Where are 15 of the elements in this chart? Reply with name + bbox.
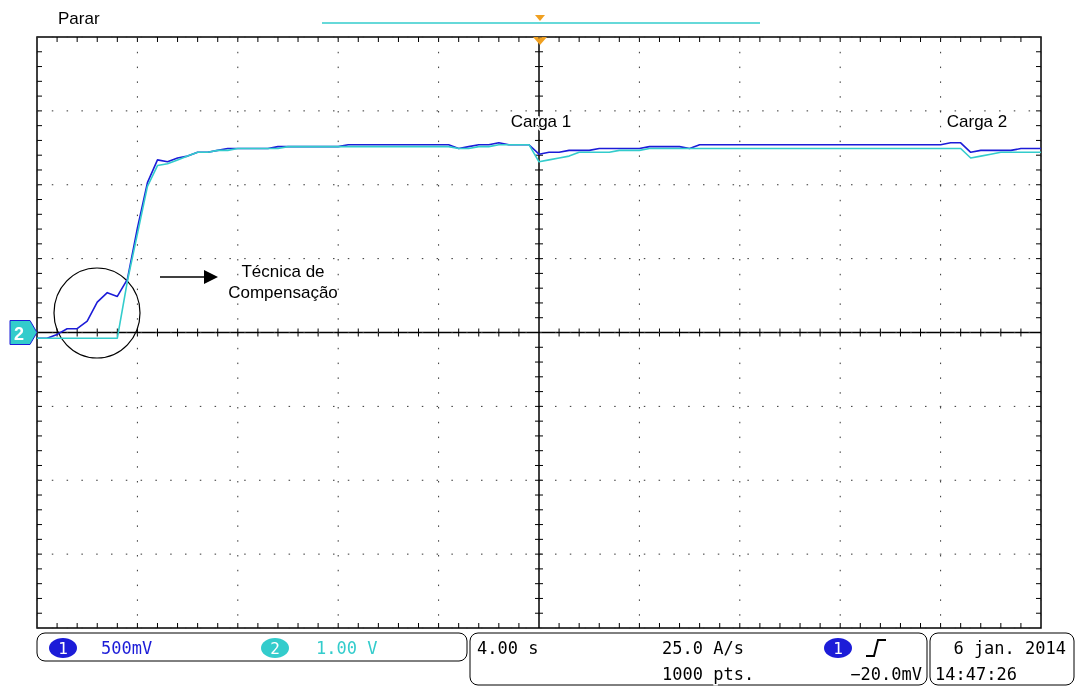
text: Carga 2 [946,112,1008,131]
text: 2 [270,639,280,658]
annotation: Técnica de Compensação [228,262,338,302]
text: 25.0 A/s [662,638,744,658]
text: 4.00 s [477,638,539,658]
text: 1 [58,639,68,658]
text: Parar [58,9,100,28]
text: 500mV [101,638,153,658]
text: 1.00 V [316,638,378,658]
text: 14:47:26 [935,664,1017,684]
text: 6 jan. 2014 [953,638,1066,658]
series-label: 2 [13,323,25,344]
text: −20.0mV [850,664,922,684]
text: 1000 pts. [662,664,755,684]
text: 1 [833,639,843,658]
